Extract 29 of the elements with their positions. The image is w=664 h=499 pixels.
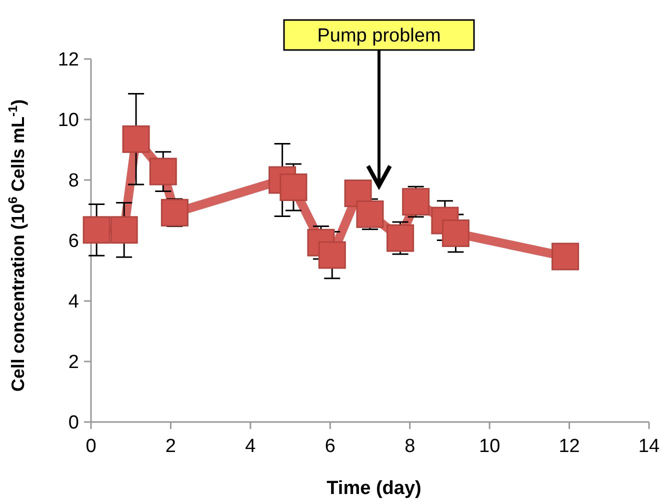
point (402, 188, 430, 216)
text: Pump problem (317, 26, 441, 47)
point (318, 241, 346, 269)
point (160, 198, 188, 226)
point (280, 174, 308, 202)
y-tick-label: 6 (68, 231, 79, 252)
point (386, 224, 414, 252)
point (110, 216, 138, 244)
point (552, 242, 580, 270)
point (82, 216, 110, 244)
x-axis-title: Time (day) (326, 478, 422, 499)
x-tick-label: 12 (558, 436, 580, 457)
y-tick-label: 4 (68, 292, 80, 313)
point (149, 158, 177, 186)
y-tick-label: 0 (68, 412, 79, 434)
y-tick-label: 8 (68, 170, 79, 192)
x-tick-label: 6 (324, 436, 336, 457)
x-tick-label: 14 (638, 436, 660, 457)
x-tick-label: 10 (479, 436, 500, 457)
x-tick-label: 8 (404, 436, 416, 457)
y-tick-label: 2 (68, 352, 79, 374)
point (356, 200, 384, 228)
x-tick-label: 4 (245, 436, 256, 457)
point (442, 219, 470, 247)
x-tick-label: 0 (86, 436, 96, 457)
y-tick-label: 10 (58, 110, 79, 132)
point (122, 125, 150, 153)
x-tick-label: 2 (165, 436, 176, 457)
y-tick-label: 12 (58, 50, 79, 71)
